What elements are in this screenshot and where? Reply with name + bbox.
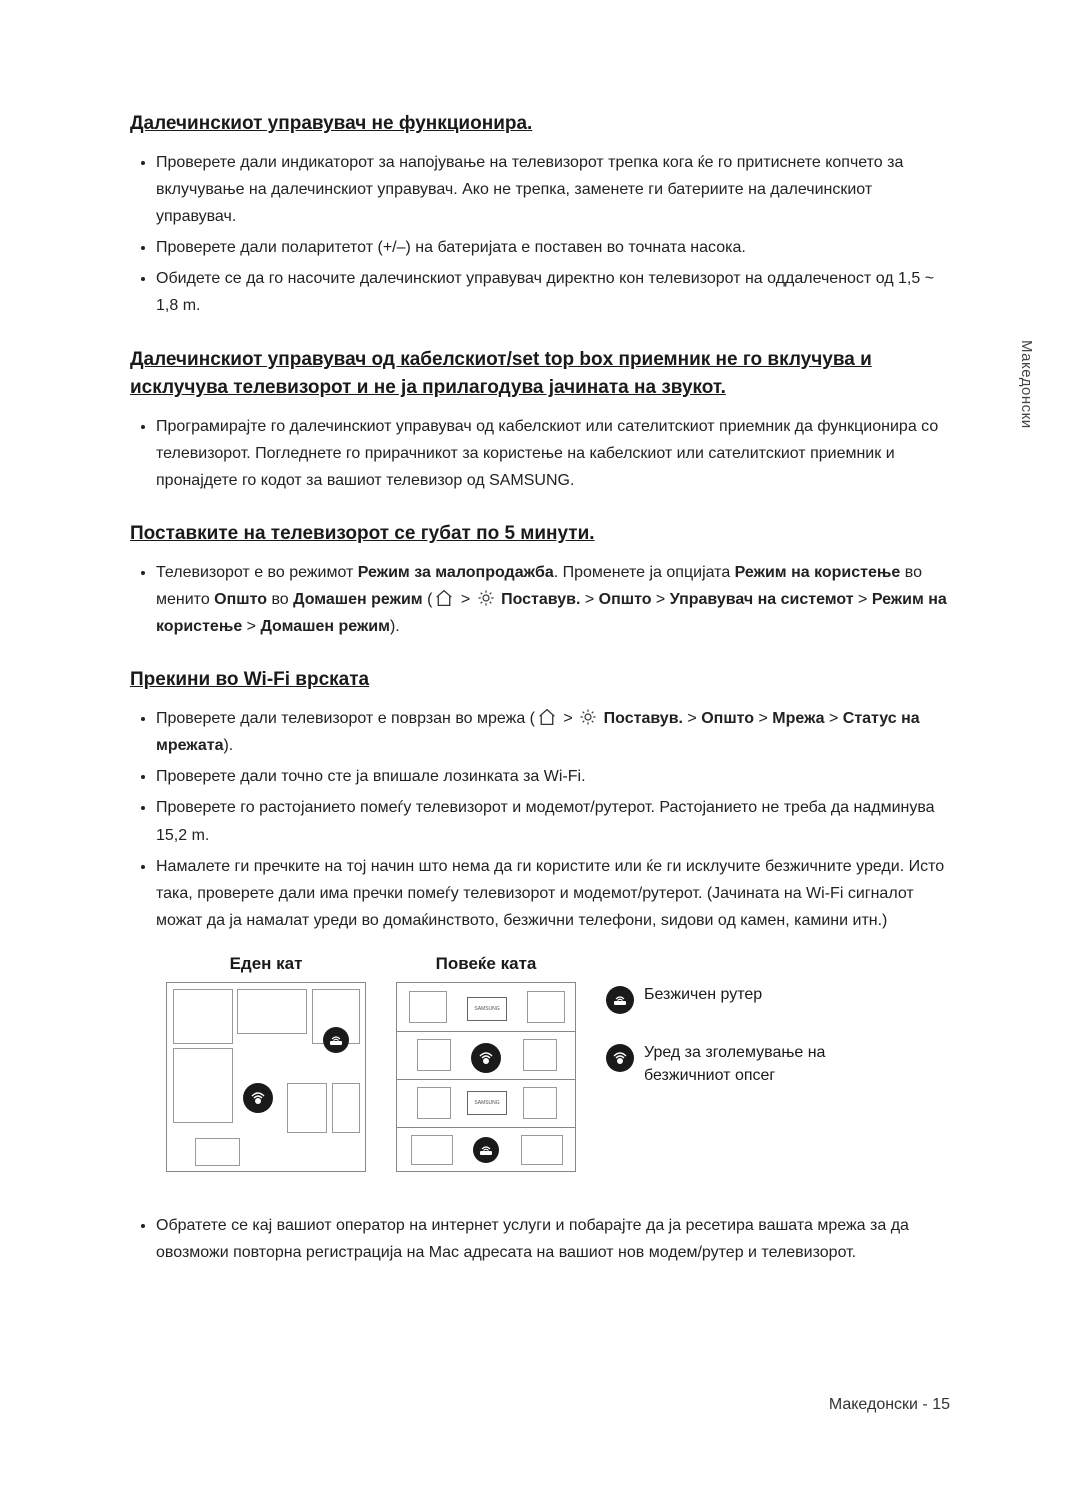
diagram-single-floor: Еден кат: [166, 954, 366, 1172]
gear-icon: [477, 589, 495, 607]
text: ).: [390, 618, 400, 635]
text: >: [456, 591, 474, 608]
bullet-list: Обратете се кај вашиот оператор на интер…: [130, 1212, 950, 1266]
router-icon: [606, 986, 634, 1014]
section-heading: Прекини во Wi-Fi врската: [130, 666, 950, 695]
bold-text: Режим на користење: [735, 564, 901, 581]
diagram-multi-floor: Повеќе ката SAMSUNG SAMSUNG: [396, 954, 576, 1172]
bold-text: Управувач на системот: [670, 591, 854, 608]
bullet-text: Проверете дали индикаторот за напојување…: [156, 154, 903, 225]
bold-text: Домашен режим: [293, 591, 423, 608]
section-heading: Далечинскиот управувач од кабелскиот/set…: [130, 346, 950, 403]
tv-icon: SAMSUNG: [467, 1091, 507, 1115]
bold-text: Општо: [701, 710, 754, 727]
bold-text: Домашен режим: [260, 618, 390, 635]
bullet-item: Намалете ги пречките на тој начин што не…: [156, 853, 950, 935]
side-language-tab: Македонски: [1018, 340, 1035, 429]
bullet-text: Проверете дали поларитетот (+/–) на бате…: [156, 239, 746, 256]
diagram-legend: Безжичен рутер Уред за зголемување на без…: [606, 954, 834, 1172]
bullet-item: Проверете дали поларитетот (+/–) на бате…: [156, 234, 950, 261]
repeater-icon: [471, 1043, 501, 1073]
bullet-text: Обидете се да го насочите далечинскиот у…: [156, 270, 934, 314]
tv-icon: SAMSUNG: [467, 997, 507, 1021]
bullet-text: Телевизорот е во режимот: [156, 564, 358, 581]
text: (: [423, 591, 433, 608]
bullet-text: Програмирајте го далечинскиот управувач …: [156, 418, 938, 489]
text: >: [825, 710, 843, 727]
section-heading: Далечинскиот управувач не функционира.: [130, 110, 950, 139]
bullet-item: Обидете се да го насочите далечинскиот у…: [156, 265, 950, 319]
text: >: [242, 618, 260, 635]
bold-text: Режим за малопродажба: [358, 564, 554, 581]
bullet-item: Обратете се кај вашиот оператор на интер…: [156, 1212, 950, 1266]
page-footer: Македонски - 15: [829, 1396, 950, 1414]
legend-row-repeater: Уред за зголемување на безжичниот опсег: [606, 1042, 834, 1087]
bullet-item: Програмирајте го далечинскиот управувач …: [156, 413, 950, 495]
bullet-list: Програмирајте го далечинскиот управувач …: [130, 413, 950, 495]
legend-label: Безжичен рутер: [644, 984, 762, 1006]
text: >: [651, 591, 669, 608]
bullet-text: Проверете го растојанието помеѓу телевиз…: [156, 799, 935, 843]
bold-text: Поставув.: [599, 710, 683, 727]
bullet-item: Проверете го растојанието помеѓу телевиз…: [156, 794, 950, 848]
bullet-text: Обратете се кај вашиот оператор на интер…: [156, 1217, 909, 1261]
diagram-title: Еден кат: [166, 954, 366, 974]
text: >: [683, 710, 701, 727]
router-icon: [323, 1027, 349, 1053]
text: ).: [223, 737, 233, 754]
legend-label: Уред за зголемување на безжичниот опсег: [644, 1042, 834, 1087]
home-icon: [434, 589, 454, 607]
page-content: Македонски Далечинскиот управувач не фун…: [0, 0, 1080, 1331]
bullet-text: Намалете ги пречките на тој начин што не…: [156, 858, 944, 929]
bullet-item: Проверете дали индикаторот за напојување…: [156, 149, 950, 231]
text: во: [267, 591, 293, 608]
home-icon: [537, 708, 557, 726]
legend-row-router: Безжичен рутер: [606, 984, 834, 1014]
text: >: [854, 591, 872, 608]
router-icon: [473, 1137, 499, 1163]
repeater-icon: [243, 1083, 273, 1113]
bullet-list: Проверете дали индикаторот за напојување…: [130, 149, 950, 320]
bold-text: Мрежа: [772, 710, 824, 727]
bullet-item: Телевизорот е во режимот Режим за малопр…: [156, 559, 950, 641]
bold-text: Општо: [599, 591, 652, 608]
bullet-item: Проверете дали точно сте ја впишале лози…: [156, 763, 950, 790]
wifi-diagram: Еден кат Повеќе ката SAMSUNG SAMSUNG Безжиче…: [130, 954, 950, 1172]
text: >: [559, 710, 577, 727]
bullet-item: Проверете дали телевизорот е поврзан во …: [156, 705, 950, 759]
bullet-list: Проверете дали телевизорот е поврзан во …: [130, 705, 950, 935]
text: >: [580, 591, 598, 608]
gear-icon: [579, 708, 597, 726]
text: >: [754, 710, 772, 727]
bullet-list: Телевизорот е во режимот Режим за малопр…: [130, 559, 950, 641]
bold-text: Општо: [214, 591, 267, 608]
repeater-icon: [606, 1044, 634, 1072]
text: . Променете ја опцијата: [554, 564, 735, 581]
bullet-text: Проверете дали точно сте ја впишале лози…: [156, 768, 586, 785]
bold-text: Поставув.: [497, 591, 581, 608]
section-heading: Поставките на телевизорот се губат по 5 …: [130, 520, 950, 549]
diagram-title: Повеќе ката: [396, 954, 576, 974]
bullet-text: Проверете дали телевизорот е поврзан во …: [156, 710, 535, 727]
